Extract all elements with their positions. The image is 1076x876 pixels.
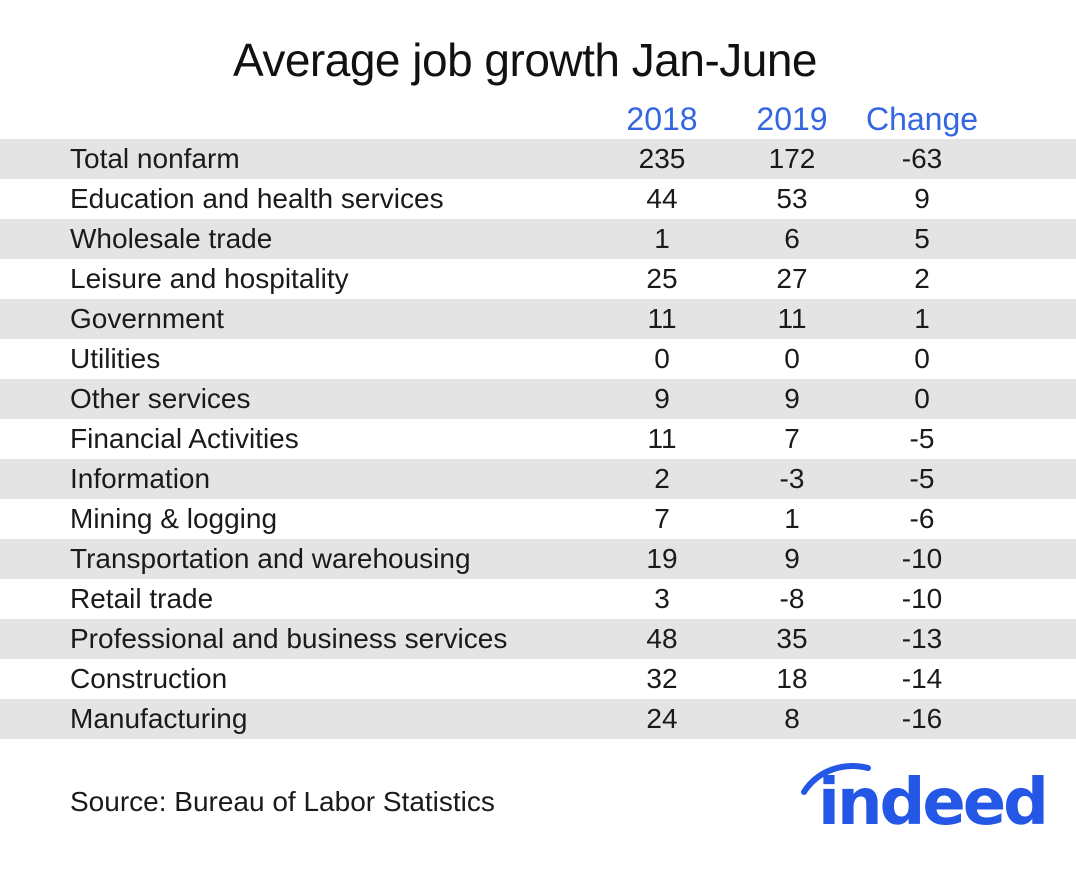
row-label: Professional and business services (70, 623, 508, 654)
row-label: Retail trade (70, 583, 214, 614)
value-2019: 35 (776, 623, 808, 654)
table-row: Construction 32 18 -14 (0, 659, 1076, 699)
value-2018: 44 (646, 183, 678, 214)
value-change: 0 (914, 383, 930, 414)
value-2019: 1 (784, 503, 800, 534)
value-change: -5 (909, 423, 935, 454)
value-change: -6 (909, 503, 935, 534)
row-label: Other services (70, 383, 251, 414)
value-2018: 25 (646, 263, 678, 294)
row-label: Manufacturing (70, 703, 248, 734)
chart-title: Average job growth Jan-June (232, 34, 818, 86)
value-change: -5 (909, 463, 935, 494)
column-header-2019: 2019 (756, 101, 828, 137)
table-row: Total nonfarm 235 172 -63 (0, 139, 1076, 179)
value-2018: 19 (646, 543, 678, 574)
row-label: Transportation and warehousing (70, 543, 471, 574)
value-2018: 9 (654, 383, 670, 414)
row-label: Construction (70, 663, 228, 694)
table-row: Retail trade 3 -8 -10 (0, 579, 1076, 619)
table-row: Government 11 11 1 (0, 299, 1076, 339)
value-change: -14 (901, 663, 943, 694)
value-change: -13 (901, 623, 943, 654)
value-change: 9 (914, 183, 930, 214)
row-label: Mining & logging (70, 503, 278, 534)
value-2019: 53 (776, 183, 808, 214)
value-2019: 8 (784, 703, 800, 734)
data-table: Total nonfarm 235 172 -63 Education and heal… (0, 139, 1076, 739)
table-row: Transportation and warehousing 19 9 -10 (0, 539, 1076, 579)
value-2019: 0 (784, 343, 800, 374)
table-row: Wholesale trade 1 6 5 (0, 219, 1076, 259)
value-2018: 32 (646, 663, 678, 694)
value-change: -16 (901, 703, 943, 734)
table-row: Manufacturing 24 8 -16 (0, 699, 1076, 739)
table-row: Other services 9 9 0 (0, 379, 1076, 419)
value-2019: 172 (768, 143, 816, 174)
indeed-logo: indeed (796, 758, 1049, 848)
row-label: Information (70, 463, 211, 494)
value-2018: 48 (646, 623, 678, 654)
value-2019: 6 (784, 223, 800, 254)
value-2018: 0 (654, 343, 670, 374)
table-row: Utilities 0 0 0 (0, 339, 1076, 379)
value-2018: 235 (638, 143, 686, 174)
row-label: Government (70, 303, 225, 334)
value-2018: 3 (654, 583, 670, 614)
value-2018: 11 (647, 423, 677, 454)
source-note: Source: Bureau of Labor Statistics (70, 786, 495, 817)
value-2019: 7 (784, 423, 800, 454)
value-2019: 9 (784, 543, 800, 574)
table-row: Professional and business services 48 35 -1… (0, 619, 1076, 659)
value-change: 0 (914, 343, 930, 374)
value-2019: 11 (777, 303, 807, 334)
table-row: Financial Activities 11 7 -5 (0, 419, 1076, 459)
row-label: Education and health services (70, 183, 444, 214)
value-2019: 9 (784, 383, 800, 414)
table-row: Education and health services 44 53 9 (0, 179, 1076, 219)
column-header-change: Change (865, 101, 979, 137)
row-label: Wholesale trade (70, 223, 273, 254)
value-change: -63 (901, 143, 943, 174)
value-change: 2 (914, 263, 930, 294)
row-label: Total nonfarm (70, 143, 240, 174)
value-2018: 24 (646, 703, 678, 734)
value-2018: 11 (647, 303, 677, 334)
value-change: 5 (914, 223, 930, 254)
value-2019: 18 (776, 663, 808, 694)
table-row: Leisure and hospitality 25 27 2 (0, 259, 1076, 299)
row-label: Leisure and hospitality (70, 263, 349, 294)
value-2018: 7 (654, 503, 670, 534)
logo-wordmark: indeed (818, 766, 1049, 840)
value-change: -10 (901, 543, 943, 574)
column-header-2018: 2018 (626, 101, 698, 137)
value-2018: 2 (654, 463, 670, 494)
value-change: -10 (901, 583, 943, 614)
column-header-row: 2018 2019 Change (0, 97, 1076, 141)
value-2019: 27 (776, 263, 808, 294)
value-2019: -8 (779, 583, 805, 614)
logo-arc-icon (801, 763, 871, 795)
value-2019: -3 (779, 463, 805, 494)
value-2018: 1 (654, 223, 670, 254)
table-row: Information 2 -3 -5 (0, 459, 1076, 499)
table-row: Mining & logging 7 1 -6 (0, 499, 1076, 539)
row-label: Utilities (70, 343, 161, 374)
row-label: Financial Activities (70, 423, 299, 454)
value-change: 1 (914, 303, 930, 334)
